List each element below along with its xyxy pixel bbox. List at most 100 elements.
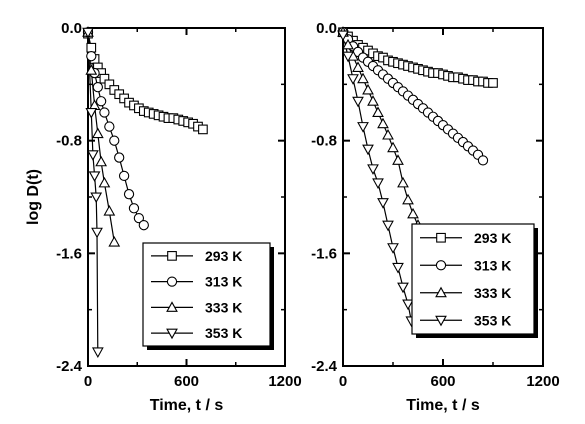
data-point (87, 150, 99, 161)
legend-label: 333 K (474, 285, 511, 301)
data-point (337, 30, 349, 42)
y-tick-label: 0.0 (61, 20, 82, 37)
legend-label: 313 K (205, 274, 242, 290)
data-point (342, 38, 354, 50)
data-point (86, 51, 97, 62)
data-point (88, 171, 101, 182)
data-point (108, 235, 121, 247)
data-point (92, 82, 103, 93)
x-axis-title: Time, t / s (150, 397, 224, 414)
data-point (342, 51, 354, 63)
chart-panel-1: 0 600 1200 0.0 -0.8 -1.6 -2.4 Time, t / s log D(… (25, 20, 302, 414)
data-point (123, 189, 135, 200)
data-point (387, 243, 399, 254)
x-tick-label: 0 (84, 373, 92, 390)
data-point (118, 170, 130, 182)
data-point (357, 122, 369, 133)
data-point (407, 207, 419, 219)
data-point (382, 128, 394, 140)
legend-marker (435, 286, 447, 298)
x-tick-label: 1200 (526, 373, 559, 390)
data-point (109, 135, 120, 146)
legend-marker (166, 328, 178, 340)
data-point (367, 95, 379, 106)
data-point (372, 178, 384, 189)
series-triangle-down (337, 30, 418, 328)
data-point (99, 107, 110, 118)
data-point (477, 155, 489, 166)
y-tick-label: -1.6 (56, 245, 82, 262)
data-point (362, 144, 374, 156)
legend: 293 K 313 K 333 K 353 K (142, 242, 274, 350)
legend-marker (435, 315, 447, 327)
data-point (402, 299, 414, 311)
data-point (392, 262, 404, 274)
legend-box (411, 223, 535, 335)
data-point (198, 124, 208, 135)
y-tick-label: -2.4 (311, 358, 338, 375)
x-tick-label: 600 (430, 373, 455, 390)
series-circle (337, 27, 489, 166)
data-point (392, 154, 404, 165)
data-point (133, 212, 145, 224)
x-axis-title: Time, t / s (406, 397, 480, 414)
legend-label: 333 K (205, 299, 242, 315)
legend-marker (436, 232, 446, 243)
data-point (382, 220, 394, 232)
data-point (397, 176, 409, 188)
legend-box (142, 242, 271, 347)
data-point (82, 27, 94, 39)
legend-label: 353 K (205, 325, 242, 341)
data-point (367, 164, 379, 175)
data-point (86, 42, 97, 53)
legend-marker (166, 276, 178, 287)
series-square (83, 28, 208, 135)
series-triangle-up (82, 26, 121, 247)
data-point (103, 205, 116, 216)
data-point (387, 141, 399, 153)
data-point (85, 107, 98, 119)
series-line-triangle-up (342, 31, 419, 226)
x-tick-label: 0 (339, 373, 347, 390)
legend-marker (167, 251, 177, 261)
data-point (95, 96, 107, 107)
legend-label: 313 K (474, 257, 511, 273)
data-point (91, 227, 103, 239)
data-point (347, 74, 359, 85)
data-point (402, 193, 414, 205)
data-point (138, 220, 149, 231)
legend-label: 353 K (474, 312, 511, 328)
y-tick-label: -2.4 (56, 358, 83, 375)
data-point (362, 83, 374, 95)
chart-panel-2: 0 600 1200 0.0 -0.8 -1.6 -2.4 Time, t / s 293 K 3… (311, 20, 560, 414)
data-point (104, 121, 115, 132)
data-point (98, 176, 111, 188)
data-point (95, 155, 108, 167)
x-tick-label: 1200 (268, 373, 301, 390)
y-tick-label: -1.6 (311, 245, 337, 262)
data-point (372, 106, 384, 118)
data-point (90, 192, 103, 204)
data-point (128, 203, 140, 214)
legend-marker (166, 301, 178, 312)
y-axis-title: log D(t) (25, 169, 42, 225)
data-point (99, 73, 110, 84)
series-circle (82, 27, 149, 231)
data-point (377, 117, 389, 129)
data-point (91, 127, 104, 139)
data-point (352, 61, 364, 72)
data-point (397, 282, 409, 294)
data-point (357, 72, 369, 84)
legend-label: 293 K (205, 248, 242, 264)
y-tick-label: 0.0 (316, 20, 337, 37)
series-triangle-down (82, 27, 104, 358)
y-tick-label: -0.8 (56, 133, 82, 150)
legend-marker (435, 260, 447, 271)
data-point (104, 79, 115, 90)
y-tick-label: -0.8 (311, 133, 337, 150)
data-point (377, 198, 389, 209)
x-tick-label: 600 (174, 373, 199, 390)
legend-label: 293 K (474, 230, 511, 246)
data-point (85, 64, 98, 75)
